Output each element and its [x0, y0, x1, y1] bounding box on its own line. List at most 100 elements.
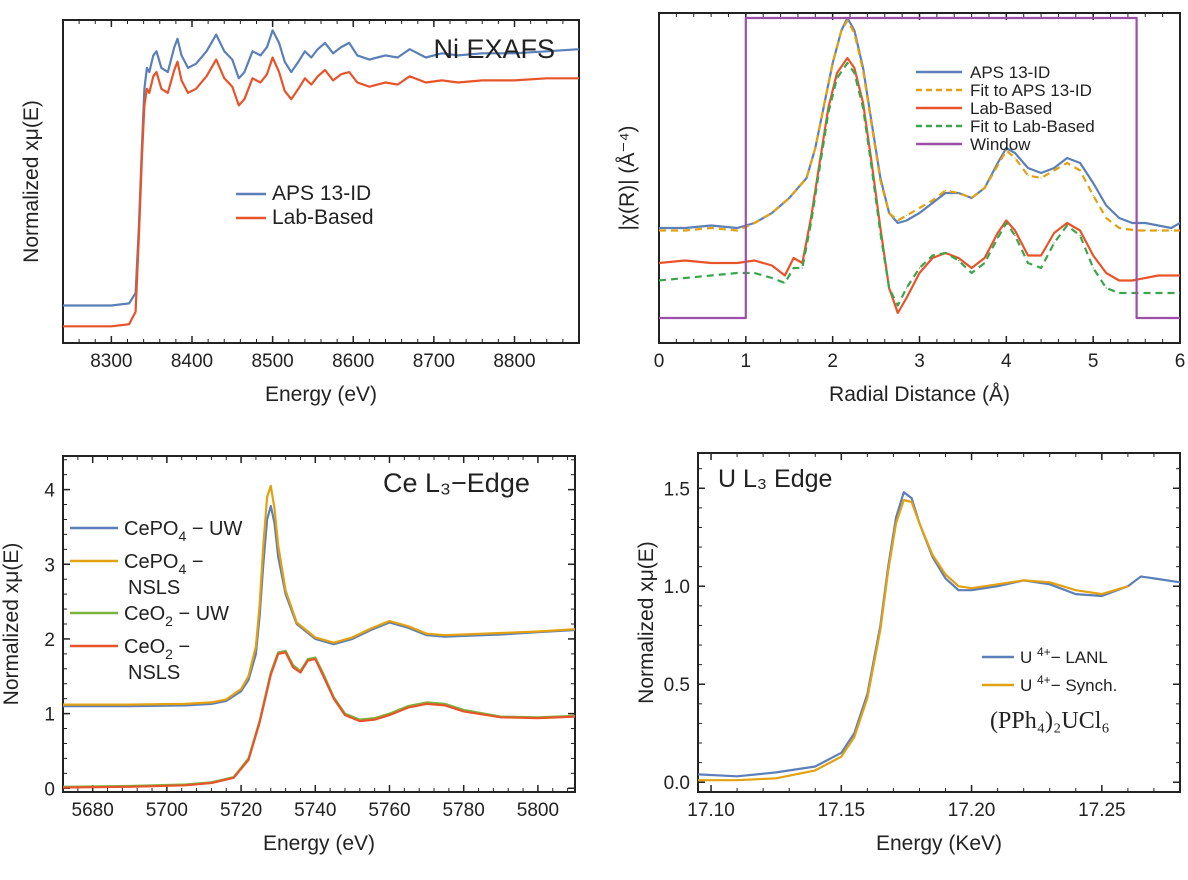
data-point: [1027, 254, 1029, 257]
data-point: [340, 73, 342, 75]
data-point: [957, 192, 960, 194]
data-point: [846, 19, 849, 22]
data-point: [957, 257, 960, 259]
data-point: [425, 633, 428, 635]
data-point: [997, 164, 999, 167]
data-point: [277, 556, 279, 558]
y-tick-label: 0.0: [664, 773, 690, 794]
data-point: [1053, 242, 1055, 244]
data-point: [500, 633, 502, 636]
data-point: [370, 627, 372, 630]
y-axis-label: Normalized xμ(E): [0, 543, 23, 706]
data-point: [1079, 162, 1081, 164]
data-point: [384, 54, 387, 57]
x-tick-label: 0: [654, 351, 665, 372]
data-point: [819, 162, 821, 164]
x-tick-label: 1: [741, 351, 752, 372]
panel-rspace: 0 1 2 3 4 5 6 Radial Distance (Å) |χ(R)| (Å⁻⁴) AP…: [616, 12, 1185, 406]
data-point: [736, 779, 738, 781]
panel-u: 17.10 17.15 17.20 17.25 0.0 0.5 1.0 1.5 Energy (…: [635, 452, 1181, 855]
x-tick-label: 8300: [90, 351, 132, 372]
data-point: [259, 81, 262, 84]
series-group: [698, 491, 1180, 782]
data-point: [846, 57, 849, 59]
data-point: [1092, 182, 1094, 184]
data-point: [801, 267, 803, 269]
plot-frame: [658, 12, 1181, 344]
data-point: [1023, 579, 1025, 581]
data-point: [814, 769, 816, 772]
legend-label-line2: NSLS: [128, 577, 180, 599]
data-point: [853, 32, 855, 34]
data-point: [1040, 267, 1042, 269]
data-point: [659, 317, 660, 319]
data-point: [215, 58, 217, 61]
data-point: [905, 287, 908, 289]
data-point: [270, 485, 272, 487]
data-point: [710, 274, 712, 277]
data-point: [710, 262, 712, 264]
series-line-4: [659, 16, 1180, 320]
data-point: [63, 325, 64, 327]
data-point: [944, 252, 947, 254]
data-point: [853, 67, 855, 69]
data-point: [659, 262, 660, 264]
data-point: [307, 658, 309, 660]
data-point: [1101, 593, 1103, 595]
series-line-1: [698, 498, 1129, 782]
data-point: [310, 84, 312, 86]
data-point: [784, 282, 786, 284]
data-point: [1101, 595, 1103, 597]
data-point: [63, 705, 64, 707]
data-point: [1131, 279, 1133, 282]
y-tick-label: 4: [44, 481, 55, 502]
data-point: [1105, 217, 1107, 219]
data-point: [259, 721, 261, 724]
data-point: [284, 90, 286, 92]
legend-label: Lab-Based: [970, 99, 1052, 118]
data-point: [396, 56, 399, 59]
data-point: [141, 154, 143, 157]
data-point: [1105, 272, 1107, 274]
data-point: [356, 81, 358, 84]
data-point: [537, 630, 539, 633]
data-point: [262, 545, 264, 547]
data-point: [128, 302, 130, 305]
data-point: [1179, 581, 1180, 583]
data-point: [277, 545, 279, 547]
data-point: [500, 632, 502, 634]
data-point: [984, 257, 986, 259]
data-point: [284, 61, 286, 63]
data-point: [753, 272, 756, 274]
legend-label: CePO4 −: [124, 551, 204, 577]
data-point: [129, 705, 131, 707]
data-point: [425, 81, 427, 84]
y-tick-label: 2: [44, 630, 55, 651]
data-point: [285, 650, 287, 652]
data-point: [304, 77, 306, 79]
data-point: [984, 187, 986, 189]
data-point: [388, 620, 391, 622]
data-point: [247, 759, 250, 761]
data-point: [814, 147, 816, 149]
data-point: [333, 642, 335, 644]
data-point: [332, 79, 334, 82]
data-point: [1118, 217, 1120, 219]
data-point: [903, 491, 905, 493]
data-point: [152, 75, 154, 77]
data-point: [322, 674, 324, 676]
data-point: [425, 634, 428, 636]
legend-label: Fit to Lab-Based: [970, 117, 1095, 136]
data-point: [984, 262, 986, 264]
data-point: [409, 48, 411, 50]
data-point: [240, 688, 242, 690]
data-point: [578, 48, 579, 50]
data-point: [684, 229, 686, 232]
data-point: [871, 167, 873, 169]
data-point: [957, 585, 960, 587]
data-point: [110, 325, 112, 327]
data-point: [205, 50, 208, 52]
legend-label: Lab-Based: [272, 206, 374, 229]
data-point: [407, 625, 409, 627]
data-point: [266, 518, 268, 521]
